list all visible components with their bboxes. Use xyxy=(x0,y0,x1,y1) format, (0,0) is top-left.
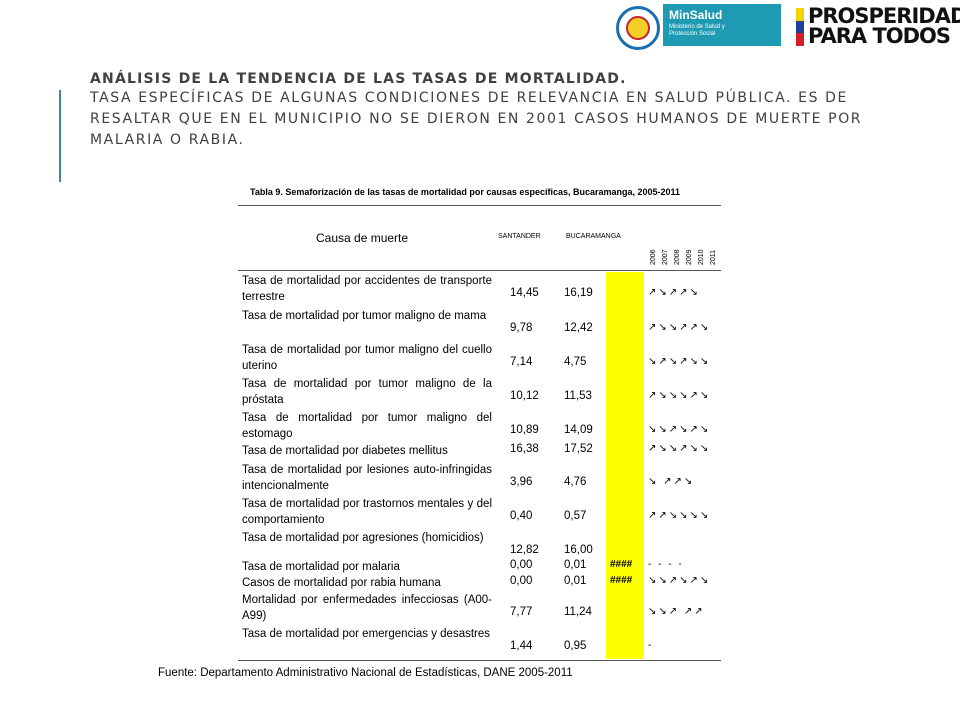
year-header: 2006 xyxy=(650,249,657,265)
santander-value: 0,00 xyxy=(510,559,533,571)
cause-cell: Tasa de mortalidad por diabetes mellitus xyxy=(242,445,448,457)
cause-cell: Tasa de mortalidad por accidentes de tra… xyxy=(242,275,492,303)
year-header: 2007 xyxy=(662,249,669,265)
bucaramanga-value: 17,52 xyxy=(564,443,593,455)
year-header: 2010 xyxy=(698,249,705,265)
trend-arrows: ↗↘↘↗↘↘ xyxy=(648,443,711,454)
minsalud-logo: MinSalud Ministerio de Salud y Protecció… xyxy=(663,4,781,46)
cause-cell: Tasa de mortalidad por tumor maligno del… xyxy=(242,344,492,372)
trend-arrows: ↘↗↘↗↘↘ xyxy=(648,356,711,367)
header-cause: Causa de muerte xyxy=(316,231,409,245)
colombia-flag-icon xyxy=(796,8,804,46)
trend-arrows: ↘↘↗ ↗↗ xyxy=(648,606,705,617)
overflow-value: #### xyxy=(610,575,633,586)
header-santander: SANTANDER xyxy=(498,233,541,240)
bucaramanga-value: 4,76 xyxy=(564,476,587,488)
cause-cell: Mortalidad por enfermedades infecciosas … xyxy=(242,594,492,622)
cause-cell: Tasa de mortalidad por lesiones auto-inf… xyxy=(242,464,492,492)
bucaramanga-value: 12,42 xyxy=(564,322,593,334)
bucaramanga-value: 0,57 xyxy=(564,510,587,522)
accent-vertical-line xyxy=(59,90,61,182)
santander-value: 7,77 xyxy=(510,606,533,618)
trend-arrows: ↘↘↗↘↗↘ xyxy=(648,575,711,586)
trend-arrows: ↘ ↗↗↘ xyxy=(648,476,695,487)
cause-cell: Tasa de mortalidad por tumor maligno del… xyxy=(242,412,492,440)
bucaramanga-value: 4,75 xyxy=(564,356,587,368)
minsalud-title: MinSalud xyxy=(669,8,723,22)
bucaramanga-value: 0,95 xyxy=(564,640,587,652)
bucaramanga-value: 0,01 xyxy=(564,575,587,587)
table-source: Fuente: Departamento Administrativo Naci… xyxy=(158,667,573,679)
santander-value: 10,89 xyxy=(510,424,539,436)
cause-cell: Tasa de mortalidad por agresiones (homic… xyxy=(242,532,484,544)
table-caption: Tabla 9. Semaforización de las tasas de … xyxy=(250,187,681,197)
trend-arrows: ↗↘↘↘↗↘ xyxy=(648,390,711,401)
bucaramanga-value: 16,00 xyxy=(564,544,593,556)
santander-value: 0,00 xyxy=(510,575,533,587)
trend-arrows: - - - - xyxy=(648,559,684,570)
trend-arrows: - xyxy=(648,640,654,651)
year-header: 2009 xyxy=(686,249,693,265)
mortality-table: Causa de muerte SANTANDER BUCARAMANGA 20… xyxy=(238,205,721,661)
santander-value: 10,12 xyxy=(510,390,539,402)
trend-arrows: ↗↘↗↗↘ xyxy=(648,287,700,298)
year-header: 2011 xyxy=(710,249,717,265)
santander-value: 0,40 xyxy=(510,510,533,522)
santander-value: 14,45 xyxy=(510,287,539,299)
santander-value: 9,78 xyxy=(510,322,533,334)
bucaramanga-value: 11,24 xyxy=(564,606,592,618)
slide-heading: Análisis de la tendencia de las tasas de… xyxy=(90,71,627,87)
santander-value: 12,82 xyxy=(510,544,539,556)
trend-arrows: ↗↘↘↗↗↘ xyxy=(648,322,711,333)
prosperidad-line2: PARA TODOS xyxy=(808,24,951,48)
cause-cell: Tasa de mortalidad por tumor maligno de … xyxy=(242,378,492,406)
cause-cell: Tasa de mortalidad por tumor maligno de … xyxy=(242,310,487,322)
government-seal-logo xyxy=(616,6,660,50)
bucaramanga-value: 14,09 xyxy=(564,424,593,436)
santander-value: 1,44 xyxy=(510,640,533,652)
trend-arrows: ↗↗↘↘↘↘ xyxy=(648,510,711,521)
santander-value: 16,38 xyxy=(510,443,539,455)
prosperidad-line1: PROSPERIDAD xyxy=(808,4,960,28)
santander-value: 3,96 xyxy=(510,476,533,488)
overflow-value: #### xyxy=(610,559,633,570)
prosperidad-logo: PROSPERIDAD PARA TODOS xyxy=(808,4,960,48)
slide-body-text: Tasa específicas de algunas condiciones … xyxy=(90,90,863,148)
highlight-column xyxy=(606,272,644,659)
cause-cell: Tasa de mortalidad por trastornos mental… xyxy=(242,498,492,526)
bucaramanga-value: 0,01 xyxy=(564,559,587,571)
minsalud-subtitle: Ministerio de Salud y Protección Social xyxy=(669,24,725,37)
header-bucaramanga: BUCARAMANGA xyxy=(566,233,621,240)
cause-cell: Tasa de mortalidad por malaria xyxy=(242,561,400,573)
trend-arrows: ↘↘↗↘↗↘ xyxy=(648,424,711,435)
slide-title-block: Análisis de la tendencia de las tasas de… xyxy=(90,70,910,151)
bucaramanga-value: 11,53 xyxy=(564,390,592,402)
santander-value: 7,14 xyxy=(510,356,533,368)
cause-cell: Casos de mortalidad por rabia humana xyxy=(242,577,441,589)
cause-cell: Tasa de mortalidad por emergencias y des… xyxy=(242,628,491,640)
year-header: 2008 xyxy=(674,249,681,265)
bucaramanga-value: 16,19 xyxy=(564,287,593,299)
